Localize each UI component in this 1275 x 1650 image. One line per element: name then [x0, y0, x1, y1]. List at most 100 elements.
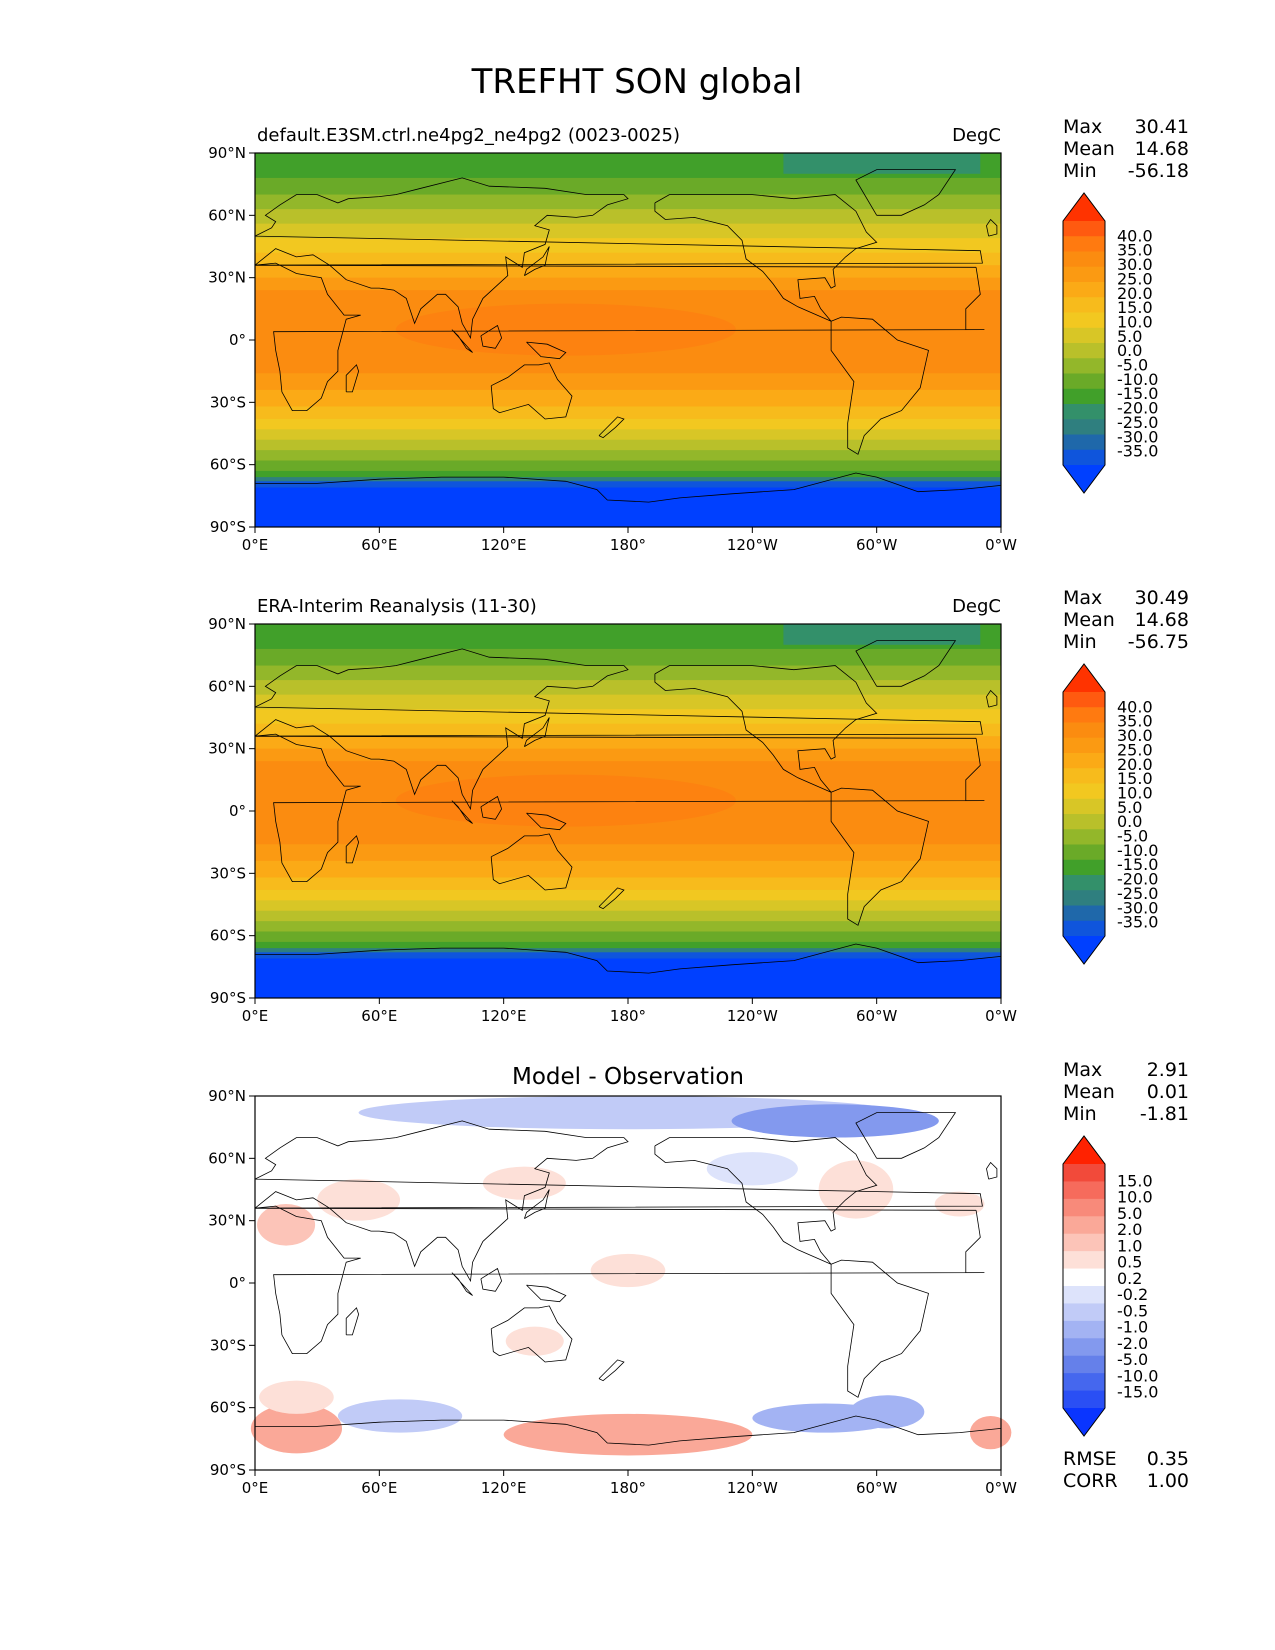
- colorbar-segment: [1063, 297, 1105, 313]
- temperature-band: [255, 460, 1001, 472]
- temperature-band: [255, 406, 1001, 420]
- coastline: [451, 1272, 473, 1296]
- stat-label-min: Min: [1063, 631, 1097, 653]
- colorbar-label: 35.0: [1117, 712, 1153, 731]
- colorbar-segment: [1063, 404, 1105, 420]
- coastline: [345, 835, 360, 864]
- lat-tick-label: 90°S: [210, 1461, 246, 1479]
- lon-tick-label: 120°W: [727, 1007, 778, 1025]
- lon-tick-label: 60°E: [361, 1479, 397, 1497]
- colorbar-segment: [1063, 1268, 1105, 1287]
- coastline: [524, 717, 550, 747]
- lon-tick-label: 0°W: [985, 1007, 1017, 1025]
- colorbar-label: 30.0: [1117, 255, 1153, 274]
- colorbar-label: 15.0: [1117, 298, 1153, 317]
- stat-value-min: -1.81: [1140, 1103, 1189, 1125]
- temperature-band: [255, 648, 1001, 667]
- colorbar-label: -35.0: [1117, 913, 1158, 932]
- temperature-band: [255, 223, 1001, 239]
- anomaly-region: [731, 1104, 939, 1138]
- colorbar-label: -30.0: [1117, 898, 1158, 917]
- temperature-band: [255, 373, 1001, 391]
- stat-label-corr: CORR: [1063, 1470, 1118, 1492]
- colorbar-segment: [1063, 388, 1105, 405]
- lat-tick-label: 90°S: [210, 518, 246, 536]
- temperature-band: [255, 481, 1001, 489]
- coastline: [490, 362, 573, 420]
- lat-tick-label: 60°S: [210, 1399, 246, 1417]
- colorbar-label: 30.0: [1117, 726, 1153, 745]
- colorbar-segment: [1063, 1390, 1105, 1409]
- colorbar-segment: [1063, 434, 1105, 451]
- colorbar-label: 20.0: [1117, 755, 1153, 774]
- temperature-band: [255, 877, 1001, 891]
- anomaly-region: [337, 1399, 463, 1433]
- colorbar-label: -15.0: [1117, 1383, 1158, 1402]
- stat-value-min: -56.18: [1128, 160, 1189, 182]
- lon-tick-label: 60°E: [361, 536, 397, 554]
- anomaly-region: [818, 1160, 894, 1219]
- coastline: [480, 795, 503, 820]
- temperature-band: [255, 177, 1001, 196]
- coastline: [255, 472, 1002, 503]
- lat-tick-label: 30°N: [208, 740, 246, 758]
- colorbar-label: -5.0: [1117, 356, 1148, 375]
- lat-tick-label: 90°N: [208, 144, 246, 162]
- coastline: [598, 416, 625, 439]
- anomaly-region: [259, 1380, 334, 1414]
- coastline: [254, 1120, 983, 1283]
- stat-value-mean: 14.68: [1135, 609, 1189, 631]
- colorbar-extend-max: [1063, 1136, 1105, 1164]
- lon-tick-label: 120°W: [727, 536, 778, 554]
- lon-tick-label: 180°: [610, 1479, 646, 1497]
- coastline: [480, 1267, 503, 1292]
- temperature-band: [255, 709, 1001, 725]
- temperature-band: [255, 958, 1001, 999]
- temperature-band: [255, 450, 1001, 462]
- lon-tick-label: 120°E: [481, 1007, 527, 1025]
- lon-tick-label: 120°E: [481, 536, 527, 554]
- colorbar-segment: [1063, 768, 1105, 784]
- temperature-band: [255, 252, 1001, 266]
- coastline: [986, 1161, 998, 1180]
- panel-ref: 90°N 60°N 30°N 0° 30°S 60°S 90°S0°E 60°E 120°E 18…: [208, 587, 1189, 1025]
- panels: 90°N60°N30°N0°30°S60°S90°S0°E 60°E 120°E 18…: [208, 116, 1189, 1497]
- lat-tick-label: 90°N: [208, 615, 246, 633]
- anomaly-region: [934, 1191, 985, 1217]
- colorbar-label: -30.0: [1117, 427, 1158, 446]
- temperature-band: [255, 470, 1001, 478]
- colorbar-label: -20.0: [1117, 399, 1158, 418]
- lon-tick-label: 60°W: [856, 1479, 898, 1497]
- coastline: [598, 887, 625, 910]
- coastline: [526, 812, 567, 831]
- colorbar-segment: [1063, 783, 1105, 800]
- coastline: [855, 1112, 957, 1159]
- lon-tick-label: 0°W: [985, 536, 1017, 554]
- colorbar-label: -10.0: [1117, 1366, 1158, 1385]
- temperature-band: [255, 844, 1001, 862]
- colorbar-segment: [1063, 722, 1105, 739]
- colorbar-label: 5.0: [1117, 798, 1142, 817]
- temperature-band: [255, 439, 1001, 451]
- coastline: [598, 1359, 625, 1382]
- colorbar-segment: [1063, 692, 1105, 708]
- colorbar-label: 40.0: [1117, 226, 1153, 245]
- lon-tick-label: 120°E: [481, 1479, 527, 1497]
- colorbar-label: -25.0: [1117, 413, 1158, 432]
- stat-value-max: 30.49: [1135, 587, 1189, 609]
- colorbar-segment: [1063, 251, 1105, 268]
- lat-tick-label: 60°S: [210, 927, 246, 945]
- colorbar-segment: [1063, 221, 1105, 237]
- temperature-band: [255, 389, 1001, 407]
- temperature-band: [255, 948, 1001, 953]
- lat-tick-label: 60°S: [210, 456, 246, 474]
- temperature-band: [255, 910, 1001, 922]
- temperature-band: [255, 748, 1001, 762]
- colorbar-outline: [1062, 663, 1106, 965]
- colorbar-label: -2.0: [1117, 1334, 1148, 1353]
- colorbar-segment: [1063, 358, 1105, 374]
- lon-tick-label: 120°W: [727, 1479, 778, 1497]
- colorbar-label: -5.0: [1117, 1350, 1148, 1369]
- lon-tick-label: 60°W: [856, 536, 898, 554]
- stat-label-mean: Mean: [1063, 1081, 1115, 1103]
